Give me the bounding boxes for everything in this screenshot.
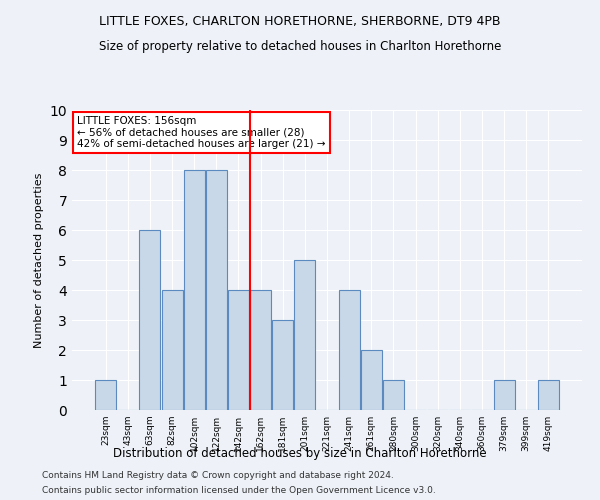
Text: Contains public sector information licensed under the Open Government Licence v3: Contains public sector information licen…	[42, 486, 436, 495]
Text: Distribution of detached houses by size in Charlton Horethorne: Distribution of detached houses by size …	[113, 448, 487, 460]
Bar	[494, 380, 515, 410]
Bar	[272, 320, 293, 410]
Text: Contains HM Land Registry data © Crown copyright and database right 2024.: Contains HM Land Registry data © Crown c…	[42, 471, 394, 480]
Bar	[206, 170, 227, 410]
Bar	[361, 350, 382, 410]
Text: LITTLE FOXES, CHARLTON HORETHORNE, SHERBORNE, DT9 4PB: LITTLE FOXES, CHARLTON HORETHORNE, SHERB…	[99, 15, 501, 28]
Bar	[184, 170, 205, 410]
Bar	[139, 230, 160, 410]
Bar	[95, 380, 116, 410]
Bar	[338, 290, 359, 410]
Bar	[538, 380, 559, 410]
Bar	[228, 290, 249, 410]
Bar	[161, 290, 182, 410]
Bar	[383, 380, 404, 410]
Text: LITTLE FOXES: 156sqm
← 56% of detached houses are smaller (28)
42% of semi-detac: LITTLE FOXES: 156sqm ← 56% of detached h…	[77, 116, 326, 149]
Text: Size of property relative to detached houses in Charlton Horethorne: Size of property relative to detached ho…	[99, 40, 501, 53]
Y-axis label: Number of detached properties: Number of detached properties	[34, 172, 44, 348]
Bar	[250, 290, 271, 410]
Bar	[295, 260, 316, 410]
